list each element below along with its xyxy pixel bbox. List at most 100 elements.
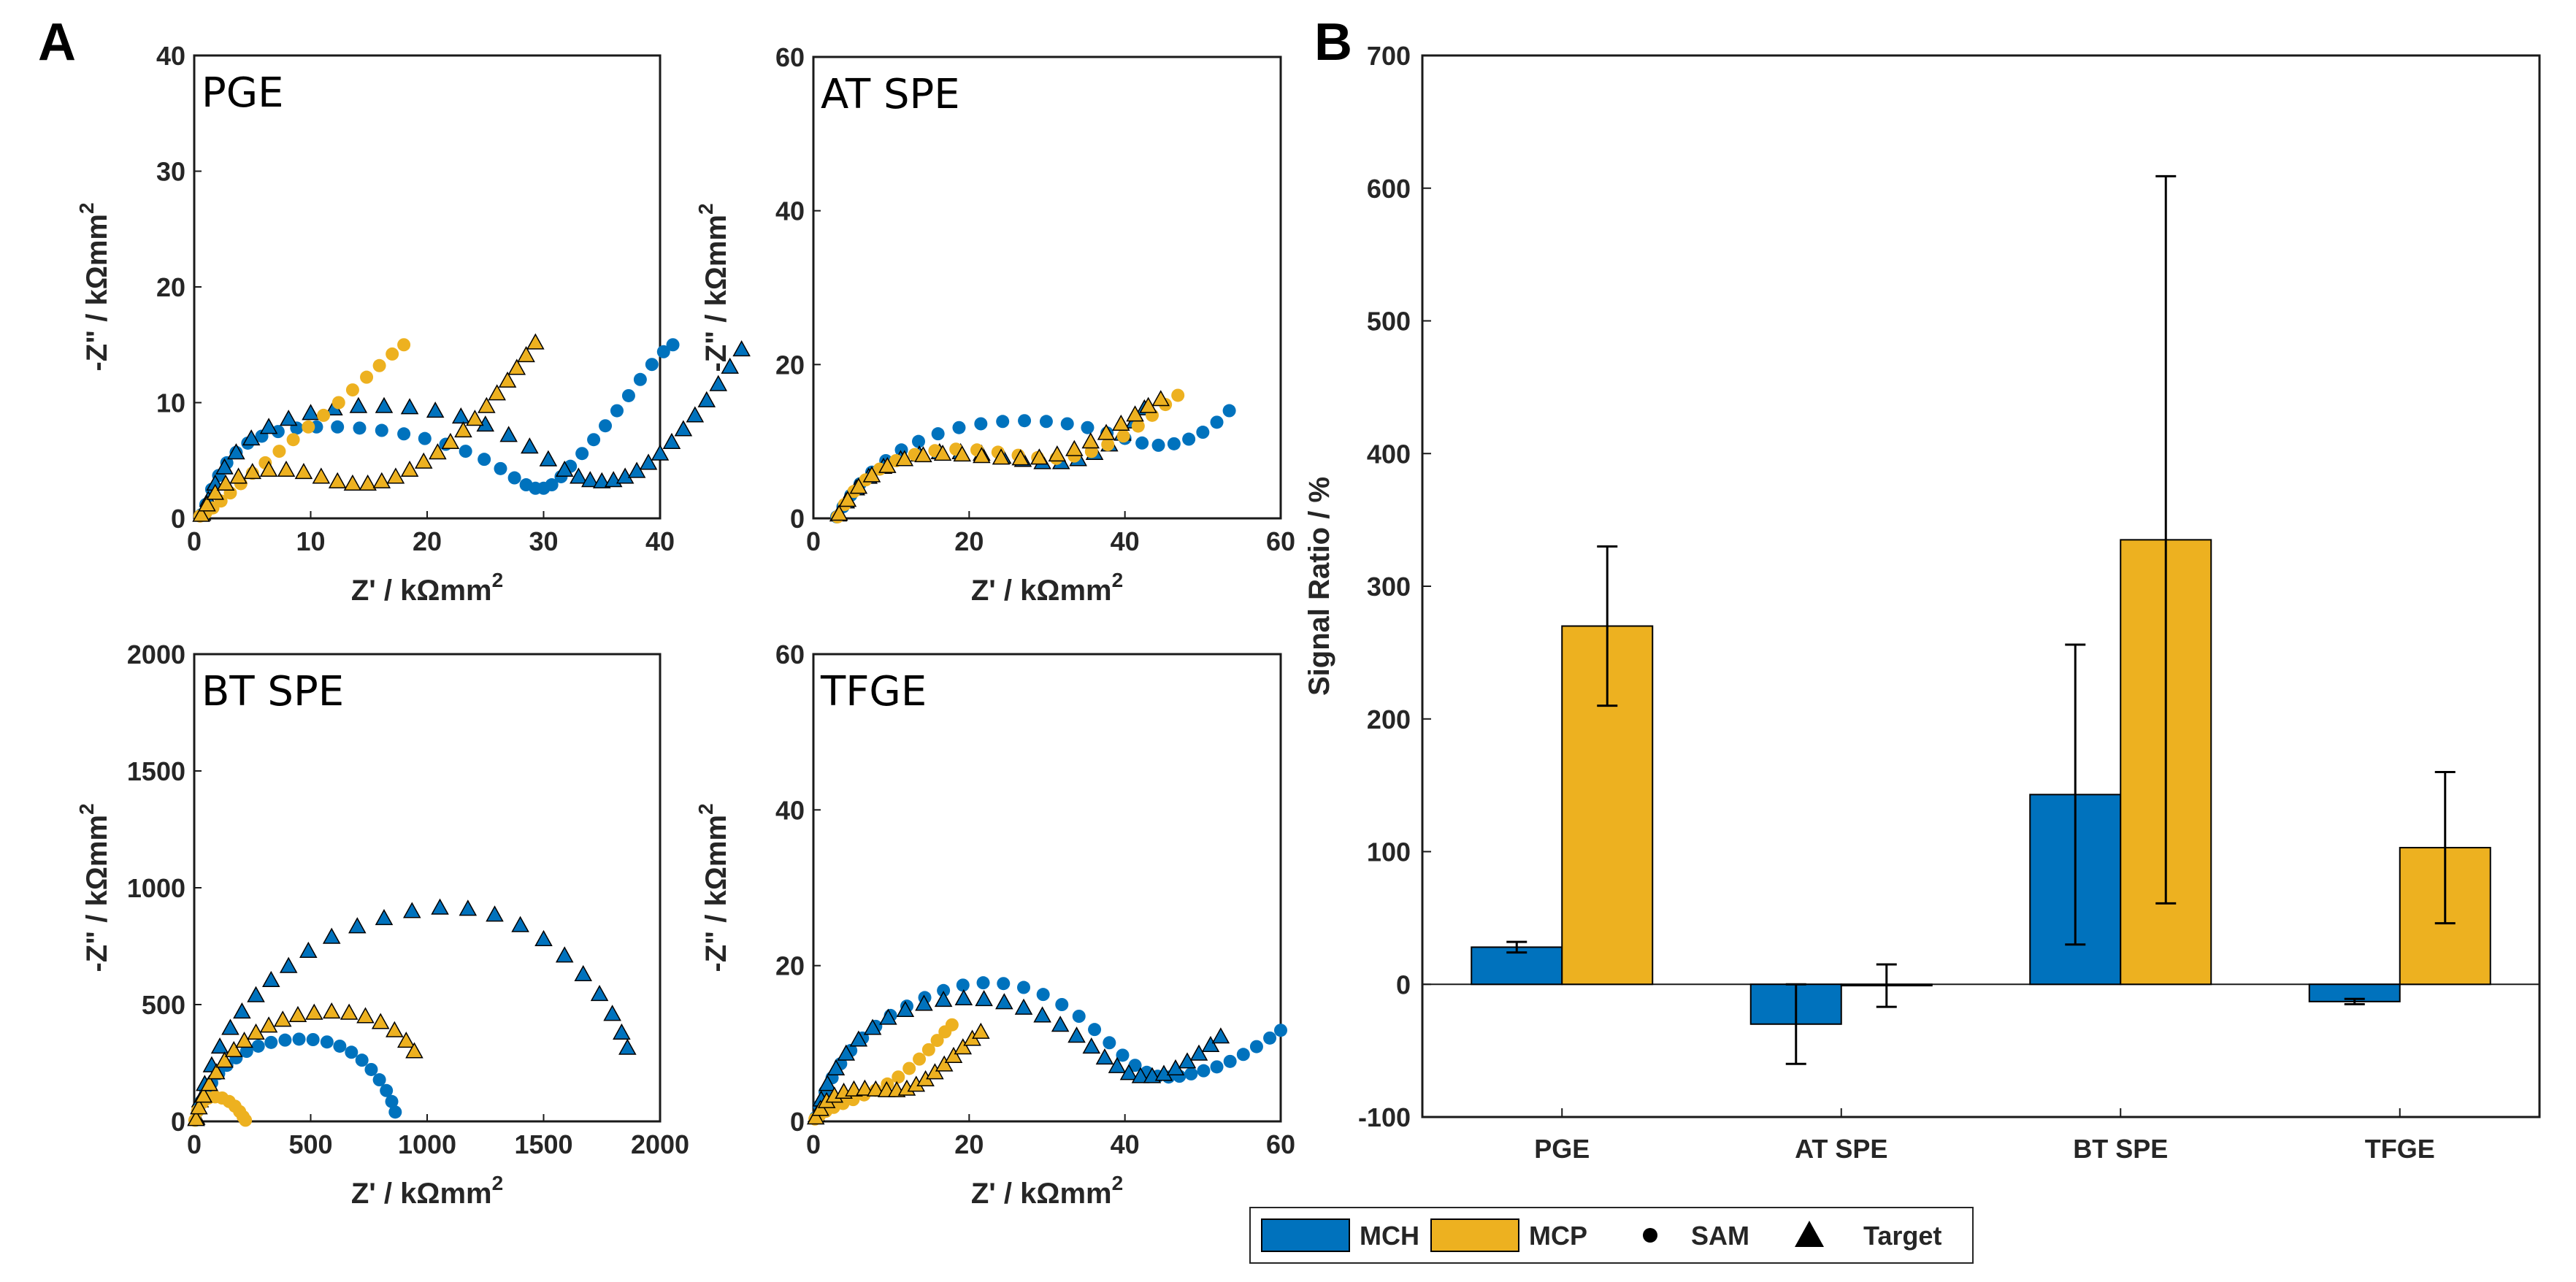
legend-label-sam: SAM — [1691, 1221, 1749, 1251]
data-point — [388, 1105, 402, 1119]
data-point — [243, 463, 262, 480]
data-point — [912, 434, 925, 448]
legend-label-mch: MCH — [1360, 1221, 1419, 1251]
data-point — [451, 407, 470, 424]
x-axis-title: Z' / kΩmm2 — [971, 569, 1123, 607]
data-point — [1097, 423, 1116, 440]
x-tick-label: BT SPE — [2073, 1134, 2168, 1164]
data-point — [651, 444, 670, 461]
x-tick-label: 40 — [1111, 526, 1140, 556]
data-point — [613, 1023, 631, 1040]
panel-label-a: A — [38, 13, 76, 72]
data-point — [459, 445, 472, 458]
data-point — [431, 898, 449, 915]
data-point — [1223, 1054, 1237, 1068]
data-point — [400, 398, 419, 415]
data-point — [507, 471, 521, 485]
data-point — [375, 909, 394, 926]
data-point — [259, 460, 278, 477]
data-point — [239, 1113, 253, 1127]
data-point — [892, 1070, 905, 1084]
data-point — [581, 471, 599, 488]
data-point — [1072, 1010, 1086, 1023]
data-point — [863, 1018, 882, 1035]
data-point — [221, 1018, 239, 1035]
x-tick-label: 20 — [954, 526, 984, 556]
data-point — [1055, 998, 1069, 1011]
data-point — [1249, 1040, 1263, 1053]
y-tick-label: 40 — [775, 196, 805, 226]
data-point — [587, 433, 601, 447]
y-tick-label: 2000 — [127, 640, 185, 669]
data-point — [915, 994, 933, 1011]
data-point — [1196, 426, 1210, 440]
series-mcp-target — [192, 333, 545, 522]
data-point — [686, 406, 705, 423]
data-point — [662, 432, 681, 449]
y-tick-label: 20 — [775, 951, 805, 981]
data-point — [914, 446, 932, 463]
data-point — [1116, 429, 1130, 443]
data-point — [1033, 1006, 1051, 1023]
data-point — [320, 1035, 334, 1049]
y-tick-label: 100 — [1367, 837, 1411, 867]
plot-title: BT SPE — [202, 668, 344, 715]
data-point — [292, 1032, 306, 1046]
data-point — [353, 421, 367, 435]
data-point — [1151, 438, 1165, 452]
data-point — [355, 1053, 369, 1067]
data-point — [913, 1052, 927, 1066]
data-point — [340, 1003, 359, 1020]
data-point — [995, 993, 1013, 1010]
data-point — [271, 425, 285, 439]
data-point — [539, 450, 558, 467]
data-point — [187, 1110, 205, 1126]
legend-marker-target — [1795, 1221, 1824, 1247]
series-mch-target — [187, 898, 637, 1125]
y-tick-label: 600 — [1367, 174, 1411, 204]
data-point — [895, 450, 914, 467]
data-point — [192, 505, 210, 522]
plot-frame — [812, 55, 1282, 520]
y-tick-label: 60 — [775, 640, 805, 669]
data-point — [818, 1075, 837, 1091]
x-tick-label: 0 — [806, 1129, 821, 1159]
data-point — [385, 1094, 399, 1108]
x-tick-label: 60 — [1266, 1129, 1295, 1159]
data-point — [878, 456, 897, 473]
data-point — [862, 466, 881, 483]
data-point — [294, 463, 313, 480]
data-point — [397, 1032, 415, 1048]
data-point — [1222, 404, 1236, 418]
data-point — [935, 1055, 954, 1072]
data-point — [235, 1032, 253, 1048]
data-point — [1060, 417, 1074, 431]
data-point — [261, 970, 280, 987]
data-point — [486, 905, 504, 922]
data-point — [996, 415, 1010, 429]
x-tick-label: 40 — [645, 526, 675, 556]
data-point — [251, 1039, 265, 1053]
data-point — [856, 1079, 874, 1096]
data-point — [1101, 437, 1115, 451]
y-tick-label: -100 — [1358, 1102, 1411, 1132]
data-point — [953, 445, 972, 462]
x-tick-label: 0 — [806, 526, 821, 556]
x-axis-title: Z' / kΩmm2 — [351, 1172, 503, 1210]
y-tick-label: 1500 — [127, 756, 185, 786]
data-point — [402, 902, 421, 918]
data-point — [194, 1086, 213, 1103]
data-point — [806, 1108, 825, 1125]
data-point — [1067, 1026, 1086, 1043]
x-tick-label: 0 — [187, 1129, 202, 1159]
data-point — [247, 986, 265, 1002]
y-tick-label: 0 — [790, 1107, 805, 1137]
data-point — [454, 421, 472, 438]
data-point — [333, 1039, 347, 1053]
legend-label-target: Target — [1863, 1221, 1941, 1251]
data-point — [974, 417, 988, 431]
data-point — [1036, 988, 1050, 1002]
y-tick-label: 200 — [1367, 705, 1411, 734]
data-point — [380, 1083, 394, 1097]
